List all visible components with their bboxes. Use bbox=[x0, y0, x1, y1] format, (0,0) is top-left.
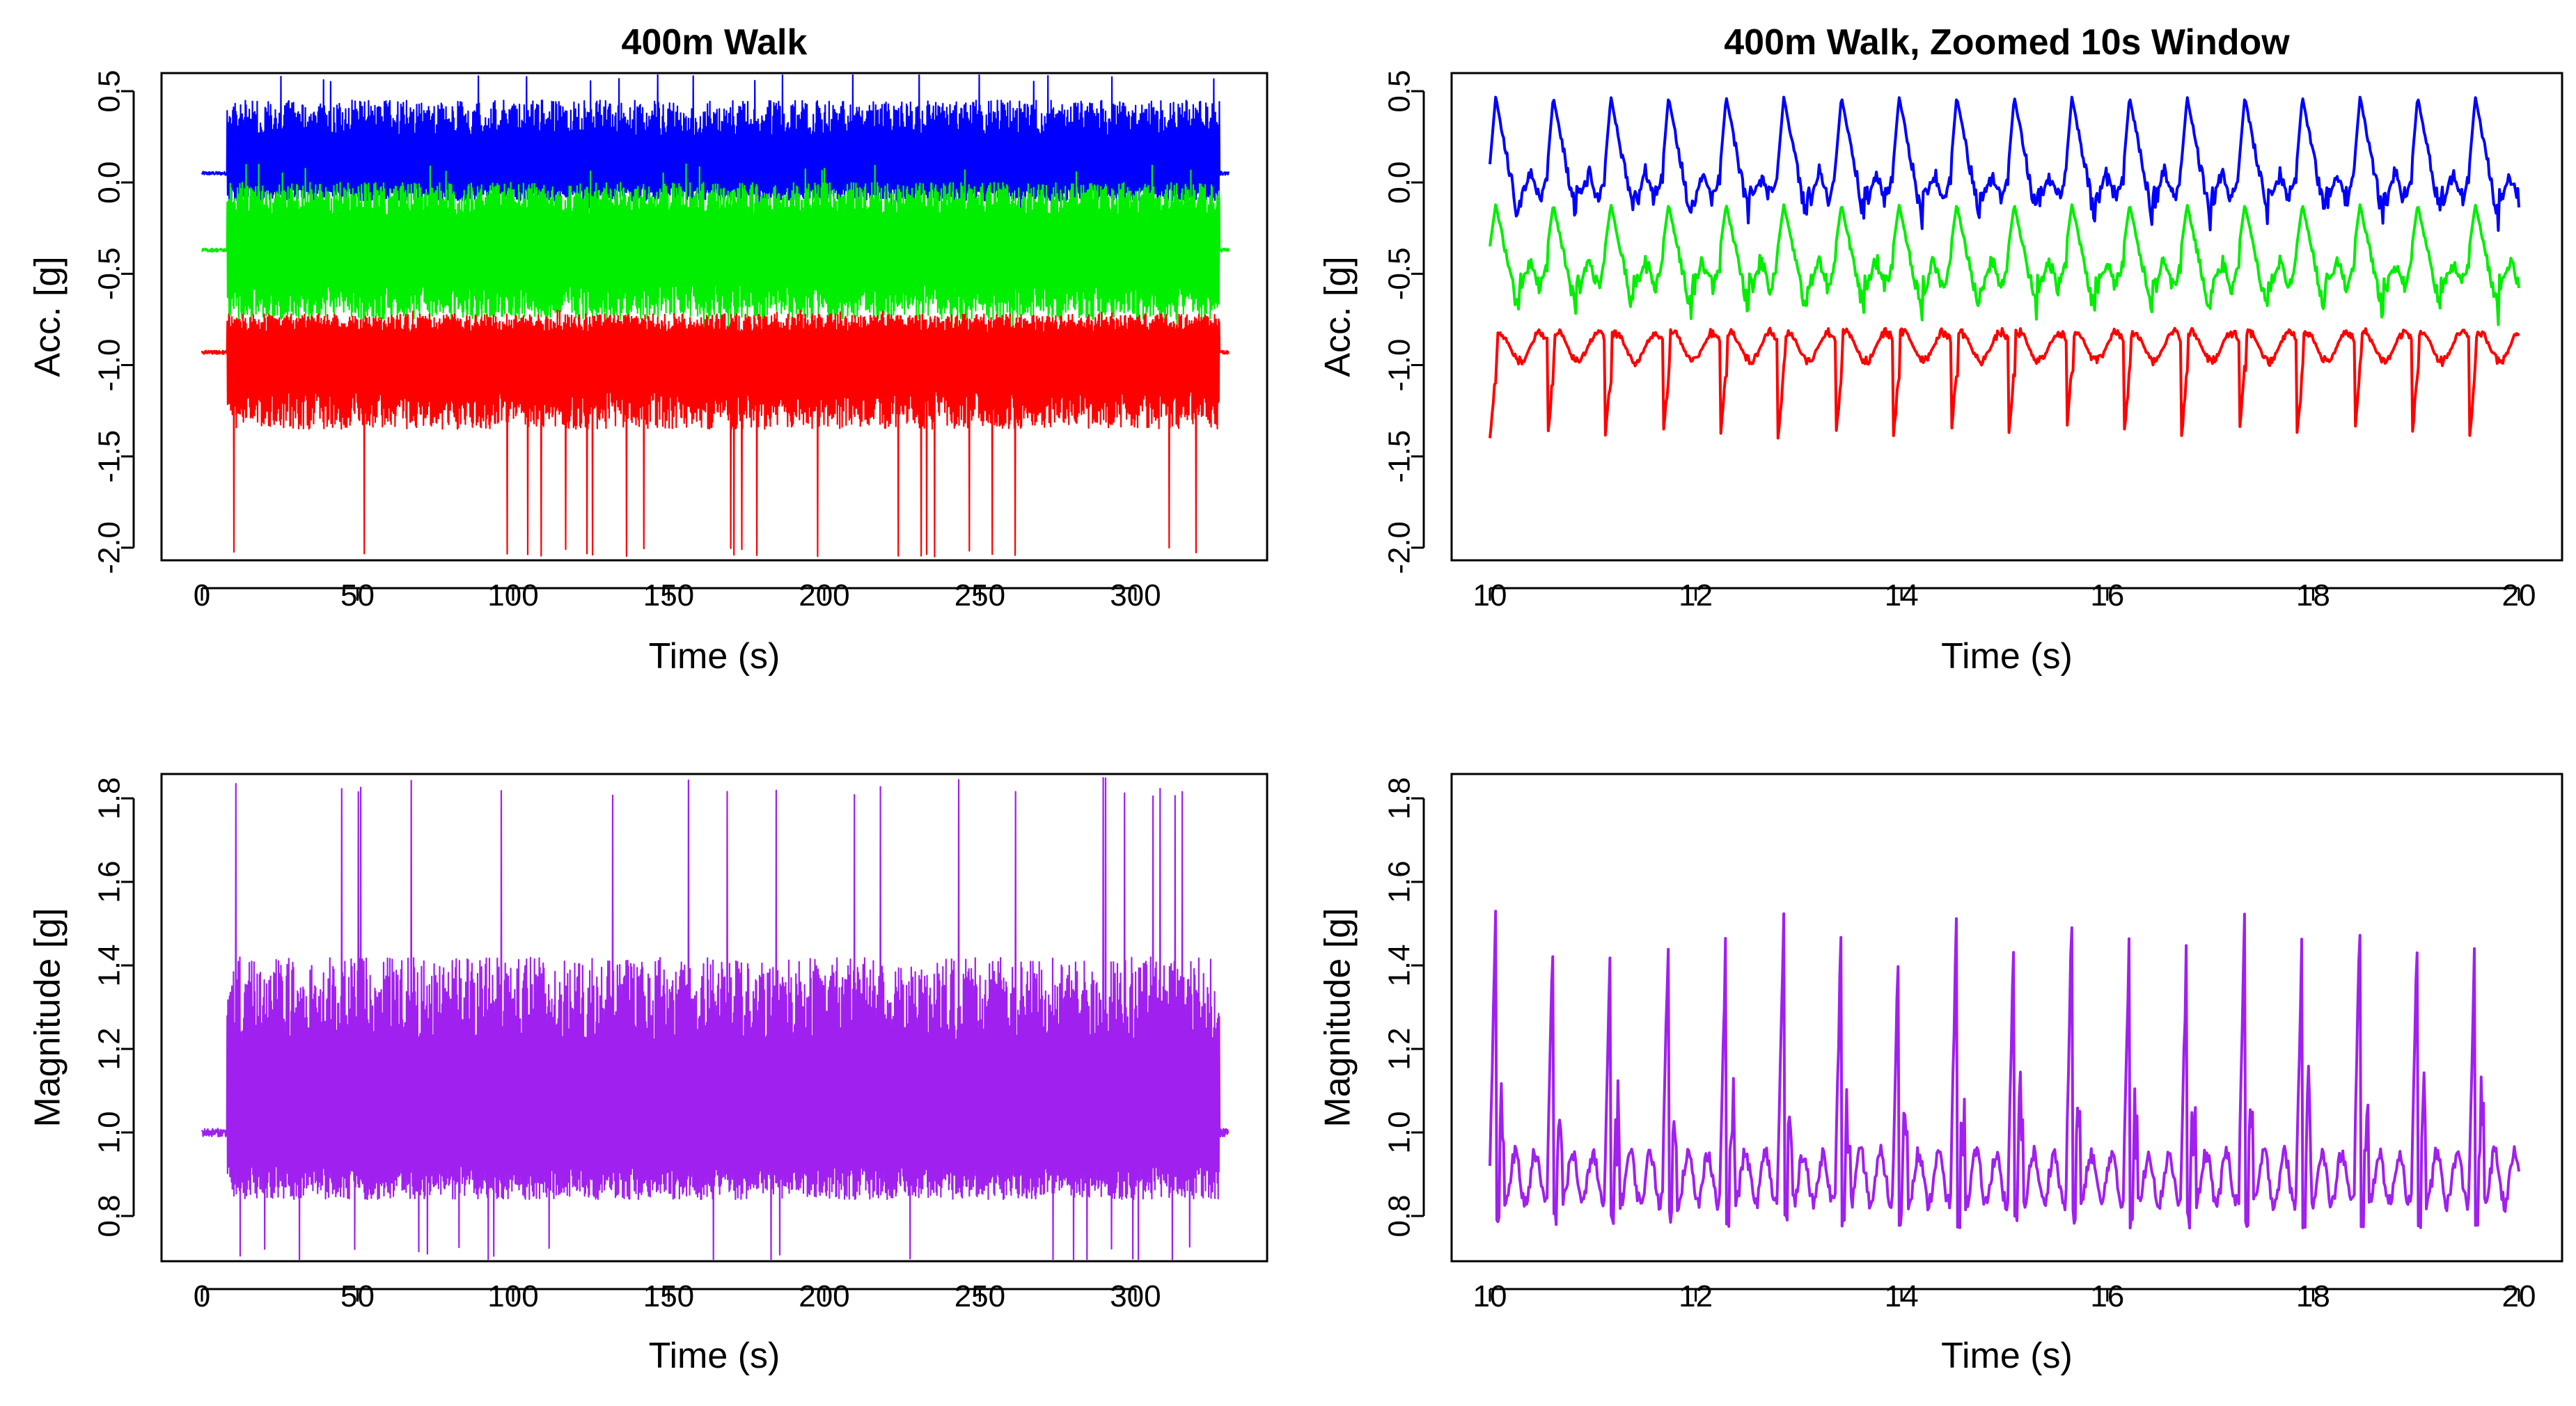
x-tick-label: 150 bbox=[643, 578, 694, 613]
series-line-2 bbox=[1489, 203, 2520, 326]
y-axis-label: Magnitude [g] bbox=[28, 908, 68, 1127]
y-axis-label: Magnitude [g] bbox=[1318, 908, 1358, 1127]
x-tick-label: 20 bbox=[2502, 578, 2536, 613]
series-line-2 bbox=[201, 163, 1230, 347]
y-tick-label: 1.4 bbox=[93, 944, 127, 986]
x-tick-label: 200 bbox=[799, 1279, 849, 1313]
series-group bbox=[1489, 910, 2520, 1230]
x-tick-label: 14 bbox=[1885, 1279, 1919, 1313]
x-tick-label: 16 bbox=[2090, 1279, 2124, 1313]
y-tick-label: -2.0 bbox=[93, 521, 127, 574]
plot-frame bbox=[160, 72, 1269, 562]
series-line-3 bbox=[201, 309, 1230, 558]
x-tick-label: 250 bbox=[955, 1279, 1005, 1313]
series-line-3 bbox=[1489, 326, 2520, 440]
y-tick-label: 0.8 bbox=[1383, 1194, 1417, 1237]
chart-panel-3: 0 50 100 150 200 250 300 Time (s) 0.8 1.0 1.2 1.4 1.… bbox=[28, 773, 1269, 1376]
x-tick-label: 18 bbox=[2296, 1279, 2330, 1313]
x-tick-label: 16 bbox=[2090, 578, 2124, 613]
y-tick-label: -1.0 bbox=[1383, 339, 1417, 392]
y-tick-label: 1.8 bbox=[93, 777, 127, 819]
series-line-1 bbox=[201, 74, 1230, 211]
x-tick-label: 100 bbox=[487, 578, 538, 613]
y-tick-label: 1.6 bbox=[93, 860, 127, 903]
y-tick-label: -1.0 bbox=[93, 339, 127, 392]
x-axis-label: Time (s) bbox=[649, 1336, 780, 1376]
y-tick-label: 1.0 bbox=[93, 1111, 127, 1153]
plot-frame bbox=[1450, 72, 2563, 562]
series-group bbox=[201, 777, 1230, 1260]
x-tick-label: 50 bbox=[340, 1279, 375, 1313]
x-tick-label: 0 bbox=[194, 578, 210, 613]
y-tick-label: 1.2 bbox=[1383, 1027, 1417, 1070]
chart-panel-1: 400m Walk 0 50 100 150 200 250 300 Time (s) -2.0 -… bbox=[28, 22, 1269, 677]
x-tick-label: 200 bbox=[799, 578, 849, 613]
x-axis-label: Time (s) bbox=[649, 636, 780, 677]
plot-frame bbox=[1450, 773, 2563, 1263]
chart-title: 400m Walk, Zoomed 10s Window bbox=[1724, 22, 2290, 63]
series-line-1 bbox=[201, 777, 1230, 1260]
x-tick-label: 100 bbox=[487, 1279, 538, 1313]
x-axis-label: Time (s) bbox=[1941, 636, 2073, 677]
x-axis-label: Time (s) bbox=[1941, 1336, 2073, 1376]
plot-frame bbox=[160, 773, 1269, 1263]
x-tick-label: 10 bbox=[1473, 578, 1507, 613]
y-tick-label: -2.0 bbox=[1383, 521, 1417, 574]
y-tick-label: 0.0 bbox=[93, 161, 127, 204]
series-group bbox=[201, 74, 1230, 558]
x-tick-label: 50 bbox=[340, 578, 375, 613]
y-tick-label: -0.5 bbox=[1383, 247, 1417, 300]
y-tick-label: 0.5 bbox=[93, 70, 127, 112]
y-tick-label: 1.8 bbox=[1383, 777, 1417, 819]
x-tick-label: 150 bbox=[643, 1279, 694, 1313]
series-line-1 bbox=[1489, 95, 2520, 232]
x-tick-label: 0 bbox=[194, 1279, 210, 1313]
x-tick-label: 18 bbox=[2296, 578, 2330, 613]
y-axis-label: Acc. [g] bbox=[28, 256, 68, 377]
y-tick-label: 1.4 bbox=[1383, 944, 1417, 986]
y-tick-label: 0.5 bbox=[1383, 70, 1417, 112]
series-group bbox=[1489, 95, 2520, 440]
y-tick-label: 1.0 bbox=[1383, 1111, 1417, 1153]
y-tick-label: 1.6 bbox=[1383, 860, 1417, 903]
y-tick-label: 0.8 bbox=[93, 1194, 127, 1237]
y-tick-label: 0.0 bbox=[1383, 161, 1417, 204]
series-line-1 bbox=[1489, 910, 2520, 1230]
chart-panel-4: 10 12 14 16 18 20 Time (s) 0.8 1.0 1.2 1.4 1.6 1.8 Ma… bbox=[1318, 773, 2563, 1376]
x-tick-label: 10 bbox=[1473, 1279, 1507, 1313]
x-tick-label: 14 bbox=[1885, 578, 1919, 613]
y-tick-label: -1.5 bbox=[93, 430, 127, 483]
x-tick-label: 20 bbox=[2502, 1279, 2536, 1313]
y-tick-label: 1.2 bbox=[93, 1027, 127, 1070]
y-axis-label: Acc. [g] bbox=[1318, 256, 1358, 377]
y-tick-label: -1.5 bbox=[1383, 430, 1417, 483]
chart-panel-2: 400m Walk, Zoomed 10s Window 10 12 14 16 18 20… bbox=[1318, 22, 2563, 677]
x-tick-label: 300 bbox=[1110, 578, 1161, 613]
x-tick-label: 12 bbox=[1679, 1279, 1713, 1313]
x-tick-label: 300 bbox=[1110, 1279, 1161, 1313]
y-tick-label: -0.5 bbox=[93, 247, 127, 300]
chart-title: 400m Walk bbox=[622, 22, 808, 63]
x-tick-label: 12 bbox=[1679, 578, 1713, 613]
x-tick-label: 250 bbox=[955, 578, 1005, 613]
